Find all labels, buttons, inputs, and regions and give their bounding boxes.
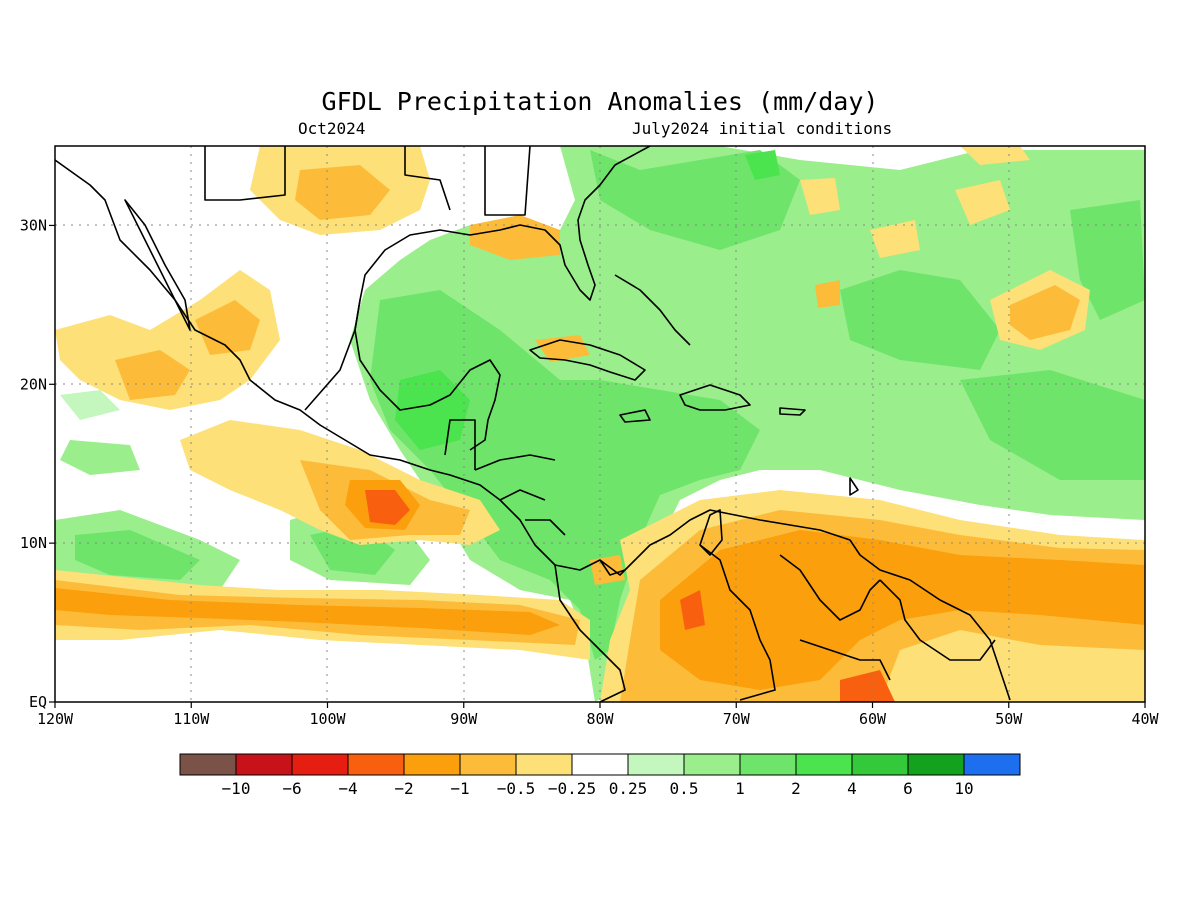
colorbar-label: −0.25 (548, 779, 596, 798)
map-panel (55, 146, 1145, 702)
lon-tick-label: 90W (450, 710, 478, 728)
colorbar-label: −0.5 (497, 779, 536, 798)
lon-tick-label: 120W (37, 710, 74, 728)
lon-tick-label: 50W (995, 710, 1023, 728)
lon-tick-label: 40W (1131, 710, 1159, 728)
colorbar-swatch (347, 753, 405, 776)
wet-anomaly-fields (55, 146, 1145, 702)
colorbar-label: −4 (338, 779, 357, 798)
colorbar-swatch (403, 753, 461, 776)
lon-tick-label: 60W (859, 710, 887, 728)
lon-tick-label: 100W (309, 710, 346, 728)
colorbar-label: 10 (954, 779, 973, 798)
colorbar-swatch (851, 753, 909, 776)
colorbar-swatch (179, 753, 237, 776)
colorbar-label: −2 (394, 779, 413, 798)
colorbar-label: −1 (450, 779, 469, 798)
colorbar-swatch (795, 753, 853, 776)
coastlines (55, 146, 1011, 702)
colorbar-swatch (515, 753, 573, 776)
colorbar-swatch (963, 753, 1021, 776)
lat-tick-label: 20N (20, 375, 47, 393)
colorbar-swatch (683, 753, 741, 776)
colorbar-swatch (571, 753, 629, 776)
colorbar-label: 1 (735, 779, 745, 798)
longitude-tick-labels: 120W 110W 100W 90W 80W 70W 60W 50W 40W (37, 702, 1160, 728)
colorbar-label: 0.5 (670, 779, 699, 798)
colorbar-label: 0.25 (609, 779, 648, 798)
initial-conditions-label: July2024 initial conditions (632, 119, 892, 138)
colorbar-labels: −10 −6 −4 −2 −1 −0.5 −0.25 0.25 0.5 1 2 4 6 10 (222, 779, 974, 798)
lon-tick-label: 70W (723, 710, 751, 728)
lon-tick-label: 80W (586, 710, 614, 728)
lat-tick-label: 10N (20, 534, 47, 552)
colorbar (179, 753, 1021, 776)
colorbar-label: 6 (903, 779, 913, 798)
colorbar-label: −6 (282, 779, 301, 798)
colorbar-swatch (459, 753, 517, 776)
colorbar-swatch (907, 753, 965, 776)
colorbar-label: −10 (222, 779, 251, 798)
lon-tick-label: 110W (173, 710, 210, 728)
colorbar-swatch (291, 753, 349, 776)
lat-tick-label: 30N (20, 216, 47, 234)
colorbar-label: 2 (791, 779, 801, 798)
latitude-tick-labels: EQ 10N 20N 30N (20, 216, 55, 711)
colorbar-label: 4 (847, 779, 857, 798)
colorbar-swatch (627, 753, 685, 776)
lat-tick-label: EQ (29, 693, 47, 711)
forecast-month-label: Oct2024 (298, 119, 365, 138)
graticule (55, 146, 1145, 702)
colorbar-swatch (739, 753, 797, 776)
colorbar-swatch (235, 753, 293, 776)
map-title: GFDL Precipitation Anomalies (mm/day) (322, 87, 879, 116)
